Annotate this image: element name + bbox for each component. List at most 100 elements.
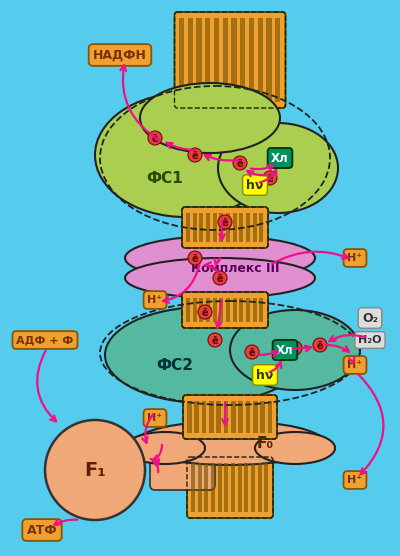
Text: F₀: F₀ <box>256 435 274 450</box>
Text: ē: ē <box>202 307 208 317</box>
Ellipse shape <box>230 310 360 390</box>
Bar <box>231 18 236 102</box>
Text: H⁺: H⁺ <box>148 413 162 423</box>
Bar <box>258 463 262 512</box>
Bar <box>205 18 210 102</box>
Ellipse shape <box>95 93 275 217</box>
Text: H₂O: H₂O <box>358 335 382 345</box>
Text: ФС1: ФС1 <box>147 171 183 186</box>
Bar <box>244 463 248 512</box>
Bar <box>264 463 268 512</box>
Bar <box>216 401 221 433</box>
Bar <box>240 18 245 102</box>
Bar <box>246 298 250 322</box>
Text: H⁺: H⁺ <box>348 475 362 485</box>
Bar <box>214 18 219 102</box>
FancyBboxPatch shape <box>182 292 268 328</box>
Text: ē: ē <box>292 344 298 354</box>
Bar <box>246 213 250 242</box>
Text: Комплекс III: Комплекс III <box>191 261 279 275</box>
Bar <box>253 213 257 242</box>
Ellipse shape <box>125 258 315 298</box>
Ellipse shape <box>125 432 205 464</box>
Bar <box>268 401 272 433</box>
Text: ē: ē <box>192 254 198 264</box>
Text: ē: ē <box>192 151 198 161</box>
Text: Хл: Хл <box>271 151 289 165</box>
Text: hν: hν <box>246 178 264 191</box>
Bar <box>196 18 202 102</box>
Bar <box>226 213 230 242</box>
Text: ē: ē <box>152 133 158 143</box>
Bar <box>238 463 242 512</box>
FancyBboxPatch shape <box>182 207 268 248</box>
Bar <box>259 298 263 322</box>
Bar <box>246 401 250 433</box>
Circle shape <box>213 271 227 285</box>
Bar <box>224 401 228 433</box>
Bar <box>233 298 237 322</box>
Bar <box>193 298 197 322</box>
Text: ē: ē <box>217 274 223 284</box>
Text: АТФ: АТФ <box>27 524 57 537</box>
Text: ē: ē <box>222 217 228 227</box>
Text: H⁺: H⁺ <box>148 295 162 305</box>
Text: Хл: Хл <box>276 344 294 356</box>
Bar <box>218 463 222 512</box>
Bar <box>238 401 243 433</box>
Text: H⁺: H⁺ <box>348 253 362 263</box>
Bar <box>188 18 193 102</box>
Circle shape <box>45 420 145 520</box>
Bar <box>213 213 217 242</box>
Bar <box>222 18 228 102</box>
Text: O₂: O₂ <box>362 311 378 325</box>
Bar <box>219 298 223 322</box>
Bar <box>209 401 214 433</box>
Bar <box>187 401 192 433</box>
Bar <box>193 213 197 242</box>
Bar <box>199 298 203 322</box>
Bar <box>253 401 258 433</box>
Bar <box>239 213 243 242</box>
Bar <box>251 463 255 512</box>
Circle shape <box>218 215 232 229</box>
Bar <box>206 213 210 242</box>
Bar <box>199 213 203 242</box>
Ellipse shape <box>135 421 325 465</box>
Bar <box>213 298 217 322</box>
Bar <box>186 298 190 322</box>
Ellipse shape <box>218 123 338 213</box>
Bar <box>198 463 202 512</box>
Text: ē: ē <box>267 173 273 183</box>
Circle shape <box>188 148 202 162</box>
Text: ē: ē <box>212 335 218 345</box>
Bar <box>253 298 257 322</box>
Bar <box>202 401 206 433</box>
Ellipse shape <box>125 236 315 280</box>
Bar <box>186 213 190 242</box>
FancyBboxPatch shape <box>187 457 273 518</box>
Circle shape <box>245 345 259 359</box>
Bar <box>260 401 265 433</box>
Text: H⁺: H⁺ <box>348 360 362 370</box>
Bar <box>191 463 195 512</box>
FancyBboxPatch shape <box>183 395 277 439</box>
Bar <box>259 213 263 242</box>
Text: ē: ē <box>317 340 323 350</box>
Bar <box>233 213 237 242</box>
Circle shape <box>288 341 302 355</box>
Text: ФС2: ФС2 <box>156 358 194 373</box>
Circle shape <box>208 333 222 347</box>
Circle shape <box>313 338 327 352</box>
Bar <box>204 463 208 512</box>
Ellipse shape <box>140 83 280 153</box>
Circle shape <box>148 131 162 145</box>
Bar <box>266 18 272 102</box>
Text: ē: ē <box>237 158 243 168</box>
Text: hν: hν <box>256 369 274 381</box>
Bar <box>179 18 184 102</box>
Circle shape <box>188 251 202 265</box>
Bar <box>239 298 243 322</box>
Bar <box>226 298 230 322</box>
Bar <box>211 463 215 512</box>
